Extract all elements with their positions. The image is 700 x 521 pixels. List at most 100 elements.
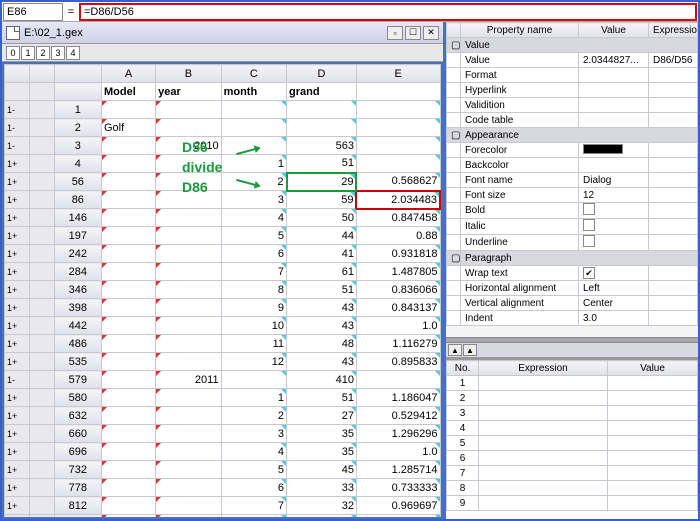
cell-A[interactable]: [102, 137, 156, 155]
outline-toggle2[interactable]: [29, 497, 54, 515]
prop-value[interactable]: [579, 143, 649, 158]
prop-expr[interactable]: [649, 266, 698, 281]
cell-D[interactable]: 43: [287, 317, 357, 335]
outline-toggle[interactable]: 1+: [5, 335, 30, 353]
prop-value[interactable]: [579, 83, 649, 98]
outline-toggle[interactable]: 1-: [5, 101, 30, 119]
prop-expr[interactable]: [649, 68, 698, 83]
cell-D[interactable]: 29: [287, 173, 357, 191]
row-header[interactable]: 778: [54, 479, 101, 497]
row-header[interactable]: 197: [54, 227, 101, 245]
cell-D[interactable]: 61: [287, 263, 357, 281]
cell-B[interactable]: [156, 299, 221, 317]
prop-expr[interactable]: [649, 296, 698, 311]
outline-toggle[interactable]: 1+: [5, 317, 30, 335]
window-max-button[interactable]: ☐: [405, 26, 421, 40]
btm-header-expr[interactable]: Expression: [479, 361, 608, 376]
cell-B[interactable]: [156, 389, 221, 407]
outline-toggle[interactable]: 1+: [5, 515, 30, 520]
cell-C[interactable]: 5: [221, 461, 286, 479]
cell-reference-box[interactable]: E86: [3, 3, 63, 21]
cell-B[interactable]: [156, 173, 221, 191]
row-header[interactable]: 535: [54, 353, 101, 371]
cell-A[interactable]: [102, 263, 156, 281]
cell-C[interactable]: 6: [221, 479, 286, 497]
outline-toggle2[interactable]: [29, 425, 54, 443]
cell-B[interactable]: [156, 317, 221, 335]
outline-level-2[interactable]: 2: [36, 46, 50, 60]
cell-E[interactable]: 1.487805: [356, 263, 440, 281]
cell-D[interactable]: 44: [287, 227, 357, 245]
cell-D[interactable]: 27: [287, 407, 357, 425]
row-header[interactable]: 660: [54, 425, 101, 443]
cell-D[interactable]: 563: [287, 137, 357, 155]
cell-C[interactable]: 10: [221, 317, 286, 335]
outline-toggle[interactable]: 1+: [5, 497, 30, 515]
row-header[interactable]: 579: [54, 371, 101, 389]
row-header[interactable]: 580: [54, 389, 101, 407]
cell-D[interactable]: 35: [287, 425, 357, 443]
cell-B[interactable]: 2010: [156, 137, 221, 155]
cell-E[interactable]: [356, 101, 440, 119]
row-header[interactable]: 398: [54, 299, 101, 317]
cell-A[interactable]: [102, 209, 156, 227]
outline-toggle[interactable]: 1+: [5, 461, 30, 479]
outline-level-0[interactable]: 0: [6, 46, 20, 60]
col-header-B[interactable]: B: [156, 65, 221, 83]
btm-row[interactable]: 4: [447, 421, 698, 436]
cell-A[interactable]: [102, 425, 156, 443]
cell-E[interactable]: 1.116279: [356, 335, 440, 353]
cell-E[interactable]: 0.733333: [356, 479, 440, 497]
btm-header-val[interactable]: Value: [608, 361, 698, 376]
outline-toggle[interactable]: 1+: [5, 209, 30, 227]
btm-row[interactable]: 6: [447, 451, 698, 466]
btm-row[interactable]: 5: [447, 436, 698, 451]
cell-C[interactable]: 9: [221, 299, 286, 317]
cell-E[interactable]: 0.843137: [356, 299, 440, 317]
cell-E[interactable]: 1.0: [356, 317, 440, 335]
cell-B[interactable]: [156, 101, 221, 119]
outline-toggle2[interactable]: [29, 245, 54, 263]
cell-A[interactable]: [102, 389, 156, 407]
outline-level-1[interactable]: 1: [21, 46, 35, 60]
cell-E[interactable]: 2.034483: [356, 191, 440, 209]
outline-toggle2[interactable]: [29, 443, 54, 461]
outline-toggle[interactable]: 1+: [5, 281, 30, 299]
cell-D[interactable]: 43: [287, 353, 357, 371]
cell-C[interactable]: [221, 119, 286, 137]
outline-toggle[interactable]: 1+: [5, 443, 30, 461]
cell-C[interactable]: 7: [221, 263, 286, 281]
prop-expr[interactable]: [649, 219, 698, 235]
prop-expr[interactable]: [649, 158, 698, 173]
prop-value[interactable]: 12: [579, 188, 649, 203]
prop-expr[interactable]: [649, 98, 698, 113]
nav-prev-icon[interactable]: ▲: [463, 344, 477, 356]
cell-B[interactable]: [156, 407, 221, 425]
outline-toggle2[interactable]: [29, 461, 54, 479]
cell-D[interactable]: [287, 101, 357, 119]
cell-B[interactable]: [156, 209, 221, 227]
prop-expr[interactable]: D86/D56: [649, 53, 698, 68]
outline-toggle2[interactable]: [29, 227, 54, 245]
outline-toggle[interactable]: 1+: [5, 263, 30, 281]
btm-row[interactable]: 1: [447, 376, 698, 391]
cell-D[interactable]: 35: [287, 443, 357, 461]
cell-C[interactable]: 8: [221, 515, 286, 520]
row-header[interactable]: 56: [54, 173, 101, 191]
cell-A[interactable]: [102, 353, 156, 371]
cell-A[interactable]: [102, 317, 156, 335]
outline-toggle[interactable]: 1-: [5, 119, 30, 137]
cell-D[interactable]: 43: [287, 299, 357, 317]
cell-B[interactable]: [156, 263, 221, 281]
cell-C[interactable]: 4: [221, 209, 286, 227]
cell-A[interactable]: [102, 335, 156, 353]
cell-E[interactable]: [356, 119, 440, 137]
outline-toggle2[interactable]: [29, 209, 54, 227]
cell-C[interactable]: [221, 101, 286, 119]
cell-E[interactable]: [356, 155, 440, 173]
row-header[interactable]: 346: [54, 281, 101, 299]
btm-row[interactable]: 7: [447, 466, 698, 481]
nav-first-icon[interactable]: ▲: [448, 344, 462, 356]
prop-value[interactable]: Center: [579, 296, 649, 311]
outline-toggle2[interactable]: [29, 137, 54, 155]
